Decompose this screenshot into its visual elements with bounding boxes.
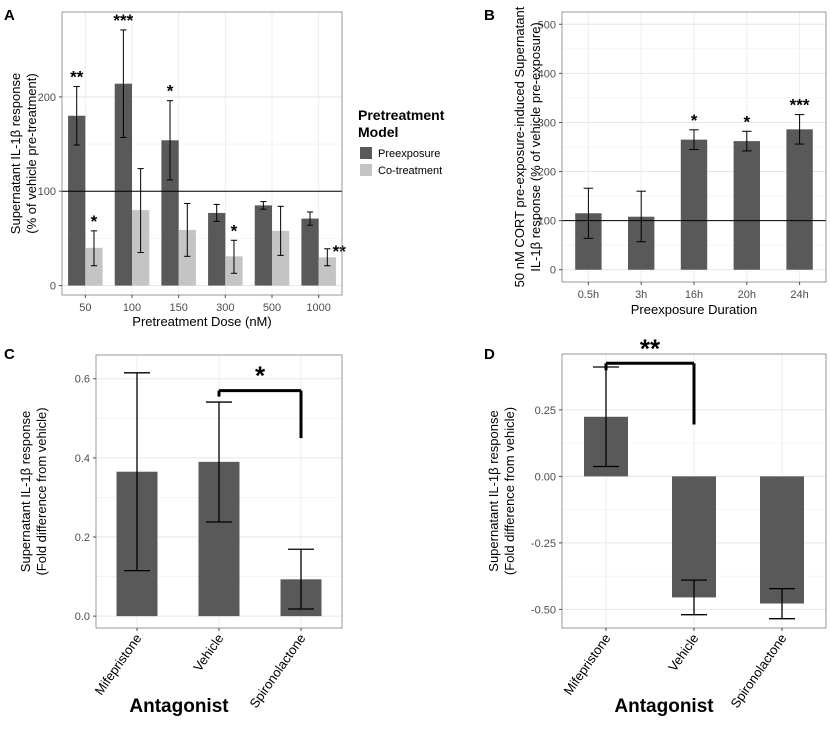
x-axis-title: Antagonist xyxy=(129,696,229,717)
x-tick-label: 3h xyxy=(635,289,647,301)
y-tick-label: 0.4 xyxy=(75,453,90,465)
y-tick-label: 0.2 xyxy=(75,532,90,544)
x-tick-label: 50 xyxy=(79,302,91,314)
bracket-star: * xyxy=(255,361,266,391)
y-tick-label: 0 xyxy=(50,281,56,293)
x-axis-title: Antagonist xyxy=(614,696,714,717)
significance-bracket: * xyxy=(217,361,303,439)
x-tick-label: 20h xyxy=(738,289,756,301)
legend-title: Pretreatment xyxy=(358,107,445,123)
x-tick-label: 1000 xyxy=(306,302,330,314)
y-axis-title: (% of vehicle pre-treatment) xyxy=(24,73,39,233)
significance-star: * xyxy=(743,112,750,131)
bar-500 xyxy=(272,230,290,286)
x-tick-label: 300 xyxy=(216,302,234,314)
y-axis-title: Supernatant IL-1β response xyxy=(486,410,501,571)
panel-label: A xyxy=(4,7,15,24)
y-tick-label: 200 xyxy=(38,92,56,104)
bar-300 xyxy=(208,212,226,286)
y-tick-label: 0.00 xyxy=(535,471,556,483)
bracket-star: ** xyxy=(640,333,661,363)
bar-20h xyxy=(733,141,760,270)
bar-50 xyxy=(85,247,103,286)
significance-star: * xyxy=(231,221,238,240)
bar-vehicle xyxy=(672,476,716,598)
bar-150 xyxy=(161,140,179,286)
bar-50 xyxy=(68,115,86,286)
panel-c: 0.0 0.2 0.4 0.6 Mifepristone Vehicle Spironola… xyxy=(4,346,343,717)
x-tick-label: Mifepristone xyxy=(561,631,614,698)
x-axis-title: Preexposure Duration xyxy=(631,302,757,317)
panel-d: 0.25 0.00 -0.25 -0.50 Mifepristone Vehicle Spi… xyxy=(484,333,827,717)
y-tick-label: 100 xyxy=(538,216,556,228)
panel-label: C xyxy=(4,346,15,363)
bar-150 xyxy=(178,229,196,286)
y-tick-label: 0 xyxy=(550,265,556,277)
panel-label: B xyxy=(484,7,495,24)
significance-bracket: ** xyxy=(604,333,696,425)
bar-spironolactone xyxy=(760,476,804,604)
x-tick-label: 0.5h xyxy=(578,289,599,301)
bar-500 xyxy=(254,205,272,286)
y-tick-label: -0.25 xyxy=(531,538,556,550)
significance-star: *** xyxy=(113,11,133,30)
significance-star: ** xyxy=(70,68,84,87)
y-tick-label: 0.6 xyxy=(75,374,90,386)
x-axis-title: Pretreatment Dose (nM) xyxy=(132,314,271,329)
significance-star: *** xyxy=(790,96,810,115)
y-tick-label: 0.25 xyxy=(535,405,556,417)
bar-16h xyxy=(680,139,708,270)
plot-border xyxy=(61,11,343,296)
x-tick-label: 16h xyxy=(685,289,703,301)
y-axis-title: 50 nM CORT pre-exposure-induced Supernat… xyxy=(512,6,527,287)
x-tick-label: Mifepristone xyxy=(92,631,145,698)
legend-swatch xyxy=(360,164,372,176)
y-tick-label: 200 xyxy=(538,167,556,179)
y-tick-label: 400 xyxy=(538,68,556,80)
x-tick-label: 24h xyxy=(790,289,808,301)
legend-title: Model xyxy=(358,124,398,140)
bar-1000 xyxy=(318,257,336,286)
y-tick-label: 100 xyxy=(38,186,56,198)
significance-star: * xyxy=(691,111,698,130)
significance-star: * xyxy=(91,212,98,231)
y-axis-title: Supernatant IL-1β response xyxy=(8,73,23,234)
x-tick-label: Spironolactone xyxy=(727,631,789,711)
bar-1000 xyxy=(301,218,319,286)
plot-area xyxy=(62,12,342,295)
x-tick-label: Vehicle xyxy=(190,631,226,674)
legend-label: Preexposure xyxy=(378,148,440,160)
y-axis-title: (Fold difference from vehicle) xyxy=(34,407,49,575)
y-tick-label: 300 xyxy=(538,117,556,129)
x-tick-label: Spironolactone xyxy=(246,631,308,711)
y-axis-title: Supernatant IL-1β response xyxy=(18,411,33,572)
panel-label: D xyxy=(484,346,495,363)
legend-label: Co-treatment xyxy=(378,165,442,177)
x-tick-label: 500 xyxy=(263,302,281,314)
x-tick-label: 100 xyxy=(123,302,141,314)
x-tick-label: Vehicle xyxy=(665,631,701,674)
y-tick-label: 0.0 xyxy=(75,611,90,623)
y-tick-label: 500 xyxy=(538,19,556,31)
significance-star: * xyxy=(167,82,174,101)
x-tick-label: 150 xyxy=(169,302,187,314)
bar-24h xyxy=(786,129,813,270)
y-axis-title: IL-1β response (% of vehicle pre-exposur… xyxy=(528,22,543,272)
y-tick-label: -0.50 xyxy=(531,604,556,616)
significance-star: ** xyxy=(333,242,347,261)
legend-swatch xyxy=(360,147,372,159)
bar-100 xyxy=(114,83,132,286)
y-axis-title: (Fold difference from vehicle) xyxy=(502,407,517,575)
